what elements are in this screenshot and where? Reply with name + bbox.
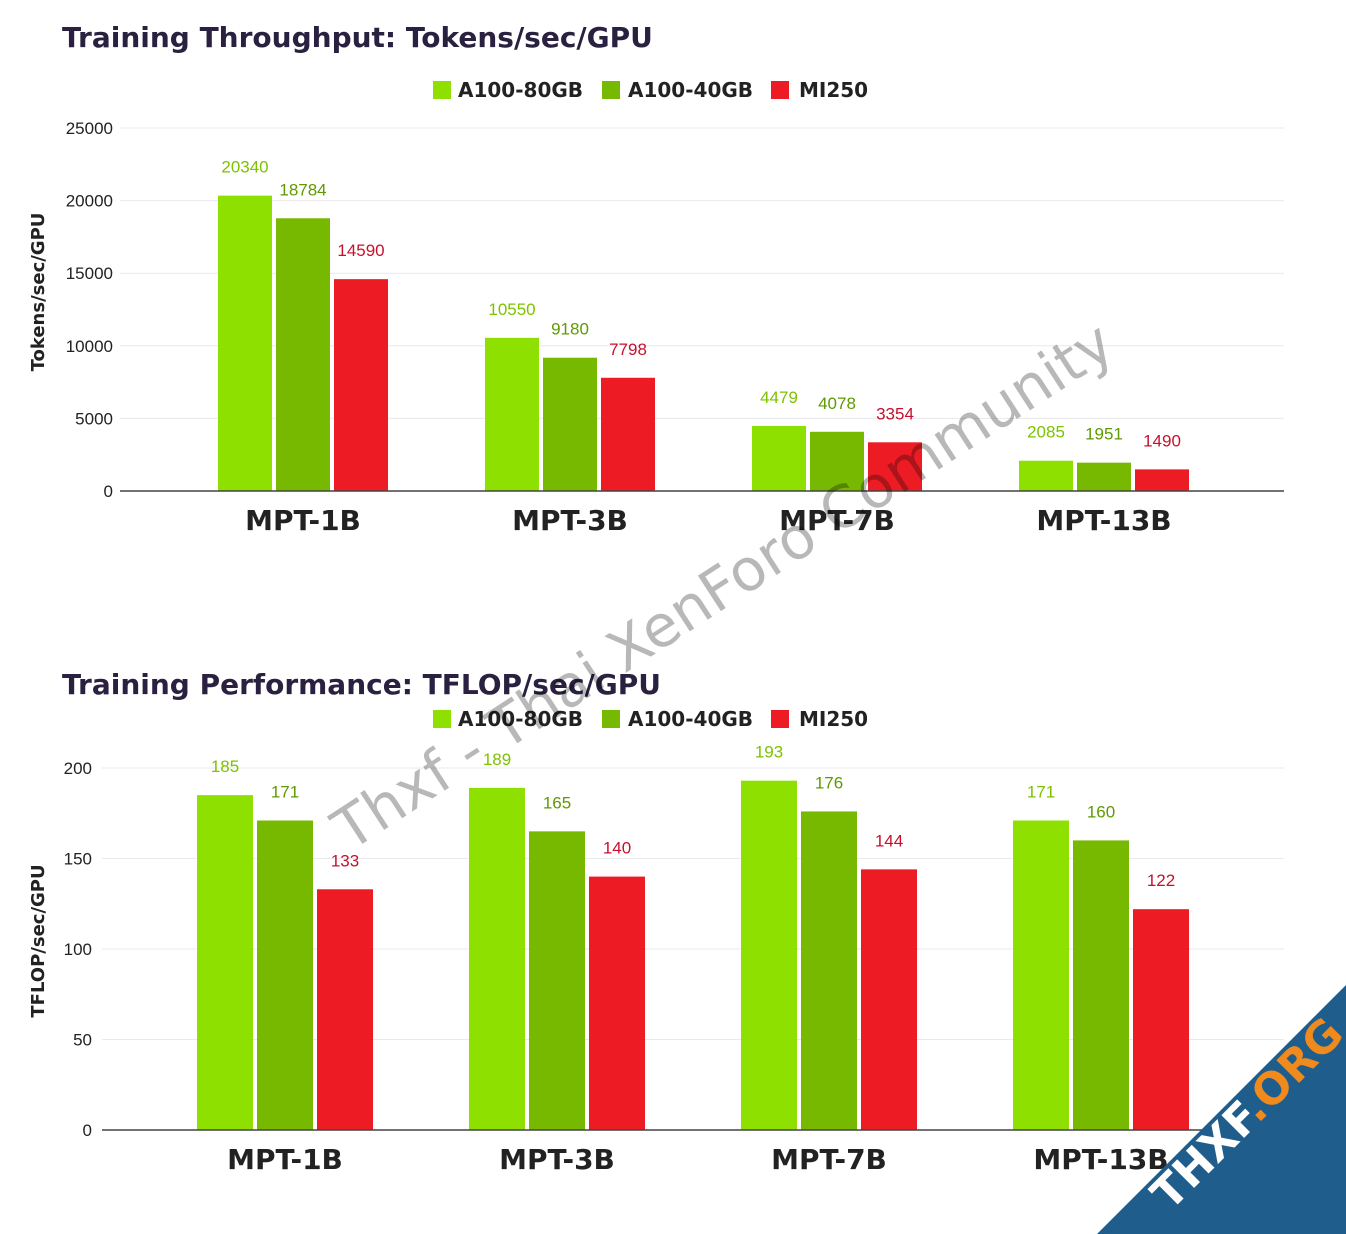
bar-mi250-mpt-1b — [334, 279, 388, 491]
bar-mi250-mpt-13b — [1133, 909, 1189, 1130]
bar-mi250-mpt-3b — [589, 876, 645, 1130]
legend-label-a100-80gb: A100-80GB — [458, 707, 583, 731]
y-tick-label: 0 — [104, 482, 113, 501]
legend: A100-80GB A100-40GB MI250 — [433, 707, 868, 731]
legend-label-mi250: MI250 — [799, 707, 868, 731]
bar-a100-80gb-mpt-1b — [197, 795, 253, 1130]
legend-label-mi250: MI250 — [799, 78, 868, 102]
bar-a100-40gb-mpt-13b — [1073, 840, 1129, 1130]
x-category-label: MPT-1B — [227, 1143, 343, 1176]
data-label: 171 — [271, 782, 299, 801]
legend: A100-80GB A100-40GB MI250 — [433, 78, 868, 102]
data-label: 171 — [1027, 782, 1055, 801]
x-category-label: MPT-3B — [512, 504, 628, 537]
x-axis-categories: MPT-1B MPT-3B MPT-7B MPT-13B — [245, 504, 1172, 537]
bars — [197, 780, 1189, 1130]
legend-label-a100-40gb: A100-40GB — [628, 78, 753, 102]
legend-swatch-a100-80gb — [433, 710, 451, 728]
bar-mi250-mpt-13b — [1135, 469, 1189, 491]
bar-a100-40gb-mpt-3b — [529, 831, 585, 1130]
y-axis-title: TFLOP/sec/GPU — [28, 864, 49, 1017]
x-category-label: MPT-3B — [499, 1143, 615, 1176]
bar-mi250-mpt-3b — [601, 377, 655, 491]
legend-swatch-a100-80gb — [433, 81, 451, 99]
data-label: 144 — [875, 831, 903, 850]
y-tick-label: 10000 — [66, 337, 113, 356]
y-tick-label: 150 — [64, 850, 92, 869]
data-label: 133 — [331, 851, 359, 870]
y-tick-label: 100 — [64, 940, 92, 959]
data-label: 2085 — [1027, 423, 1065, 442]
data-label: 9180 — [551, 320, 589, 339]
bar-mi250-mpt-7b — [861, 869, 917, 1130]
data-label: 165 — [543, 793, 571, 812]
legend-swatch-a100-40gb — [602, 710, 620, 728]
y-tick-label: 20000 — [66, 192, 113, 211]
bar-a100-40gb-mpt-7b — [810, 431, 864, 491]
bar-a100-80gb-mpt-3b — [469, 787, 525, 1130]
data-labels: 20340 18784 14590 10550 9180 7798 4479 4078 3354… — [221, 158, 1181, 451]
bar-a100-40gb-mpt-1b — [257, 820, 313, 1130]
x-category-label: MPT-7B — [771, 1143, 887, 1176]
data-label: 18784 — [279, 180, 326, 199]
data-label: 4479 — [760, 388, 798, 407]
y-tick-label: 200 — [64, 759, 92, 778]
data-label: 140 — [603, 839, 631, 858]
data-label: 14590 — [337, 241, 384, 260]
data-label: 1490 — [1143, 431, 1181, 450]
x-category-label: MPT-13B — [1033, 1143, 1168, 1176]
y-tick-label: 15000 — [66, 264, 113, 283]
data-label: 122 — [1147, 871, 1175, 890]
bar-a100-80gb-mpt-7b — [752, 425, 806, 491]
legend-swatch-mi250 — [771, 710, 789, 728]
legend-label-a100-40gb: A100-40GB — [628, 707, 753, 731]
y-axis-ticks: 0 5000 10000 15000 20000 25000 — [66, 119, 113, 501]
data-label: 3354 — [876, 404, 914, 423]
data-labels: 185 171 133 189 165 140 193 176 144 171 160 122 — [211, 743, 1175, 891]
y-tick-label: 5000 — [75, 409, 113, 428]
y-axis-ticks: 0 50 100 150 200 — [64, 759, 92, 1140]
data-label: 10550 — [488, 300, 535, 319]
x-category-label: MPT-1B — [245, 504, 361, 537]
bar-a100-80gb-mpt-3b — [485, 337, 539, 491]
data-label: 7798 — [609, 340, 647, 359]
y-tick-label: 50 — [73, 1031, 92, 1050]
bar-a100-40gb-mpt-3b — [543, 357, 597, 491]
bar-a100-80gb-mpt-13b — [1013, 820, 1069, 1130]
chart-title: Training Performance: TFLOP/sec/GPU — [62, 668, 661, 701]
legend-label-a100-80gb: A100-80GB — [458, 78, 583, 102]
bar-a100-40gb-mpt-7b — [801, 811, 857, 1130]
bar-a100-40gb-mpt-13b — [1077, 462, 1131, 491]
badge-ribbon — [1097, 985, 1346, 1234]
bars — [218, 195, 1189, 491]
data-label: 193 — [755, 743, 783, 762]
bar-mi250-mpt-1b — [317, 889, 373, 1130]
data-label: 4078 — [818, 394, 856, 413]
data-label: 185 — [211, 757, 239, 776]
data-label: 176 — [815, 773, 843, 792]
watermark-text: Thxf - Thai XenForo Community — [320, 308, 1126, 864]
chart-title: Training Throughput: Tokens/sec/GPU — [62, 21, 653, 54]
bar-a100-40gb-mpt-1b — [276, 218, 330, 491]
data-label: 20340 — [221, 158, 268, 177]
data-label: 189 — [483, 750, 511, 769]
x-category-label: MPT-7B — [779, 504, 895, 537]
y-tick-label: 0 — [83, 1121, 92, 1140]
legend-swatch-mi250 — [771, 81, 789, 99]
x-axis-categories: MPT-1B MPT-3B MPT-7B MPT-13B — [227, 1143, 1169, 1176]
x-category-label: MPT-13B — [1036, 504, 1171, 537]
legend-swatch-a100-40gb — [602, 81, 620, 99]
performance-chart: Training Performance: TFLOP/sec/GPU A100… — [28, 668, 1284, 1176]
bar-a100-80gb-mpt-13b — [1019, 460, 1073, 491]
throughput-chart: Training Throughput: Tokens/sec/GPU A100… — [28, 21, 1284, 537]
data-label: 160 — [1087, 802, 1115, 821]
bar-a100-80gb-mpt-1b — [218, 195, 272, 491]
bar-mi250-mpt-7b — [868, 442, 922, 491]
y-axis-title: Tokens/sec/GPU — [28, 213, 49, 372]
y-tick-label: 25000 — [66, 119, 113, 138]
data-label: 1951 — [1085, 425, 1123, 444]
bar-a100-80gb-mpt-7b — [741, 780, 797, 1130]
